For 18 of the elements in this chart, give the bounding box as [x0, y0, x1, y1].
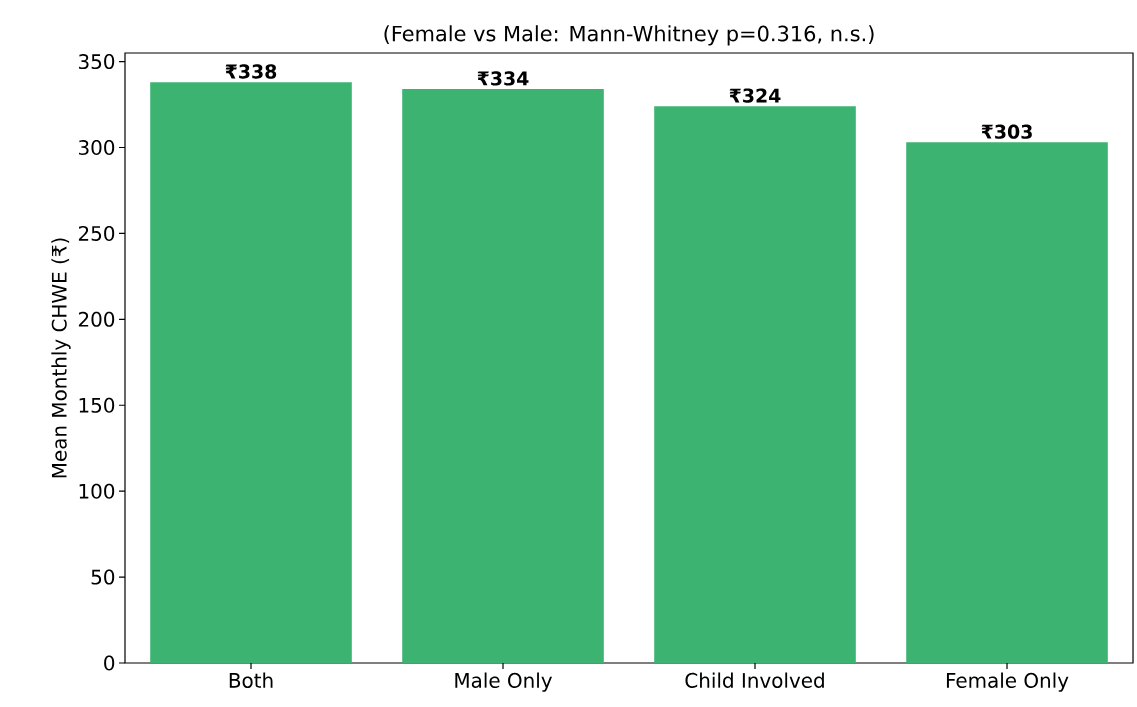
- x-tick-label: Child Involved: [685, 672, 824, 688]
- chart-subtitle: (Female vs Male: Mann-Whitney p=0.316, n.s.): [384, 25, 874, 46]
- y-tick-label: 200: [78, 311, 115, 327]
- x-tick-label: Female Only: [946, 672, 1069, 692]
- y-tick-label: 300: [78, 139, 115, 156]
- data-label: ₹334: [477, 71, 529, 86]
- y-tick-label: 50: [91, 569, 115, 585]
- y-tick-label: 250: [78, 225, 115, 241]
- x-tick-label: Both: [229, 672, 273, 688]
- x-tick-label: Male Only: [455, 672, 552, 692]
- data-label: ₹338: [225, 64, 277, 79]
- y-tick-label: 150: [79, 397, 115, 413]
- data-label: ₹324: [729, 88, 781, 103]
- y-tick-label: 350: [78, 54, 115, 70]
- data-label: ₹303: [981, 124, 1032, 139]
- y-axis-title: Mean Monthly CHWE (₹): [51, 238, 71, 478]
- y-tick-label: 0: [104, 655, 115, 671]
- y-tick-label: 100: [79, 483, 115, 499]
